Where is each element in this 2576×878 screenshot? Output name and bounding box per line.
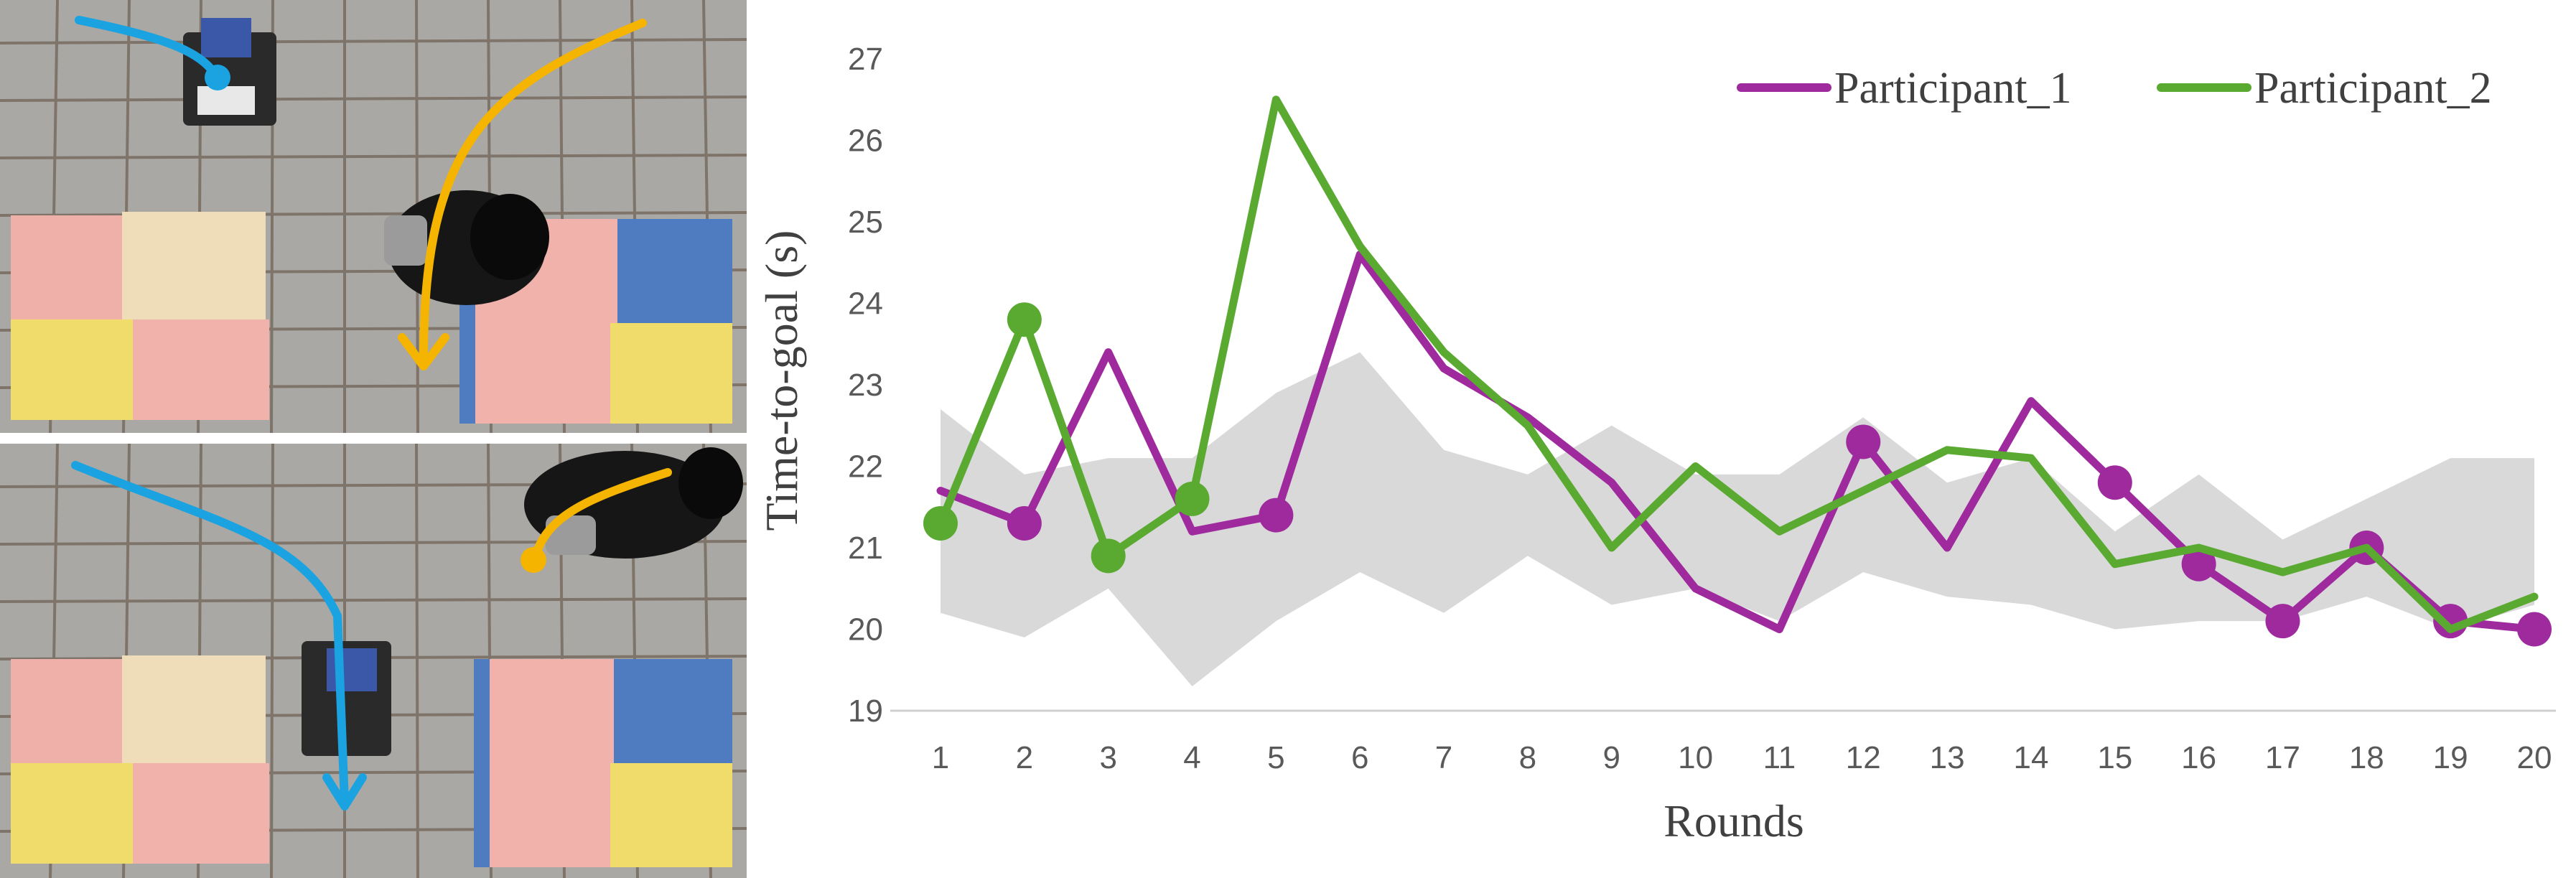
x-tick-label: 9 [1602,740,1620,775]
data-point [1007,505,1042,541]
left-foam-blocks [11,212,269,420]
tile-side [459,302,475,424]
x-tick-label: 6 [1351,740,1368,775]
x-tick-label: 4 [1183,740,1200,775]
tile-pink [470,323,614,424]
robot-path-arrow [71,461,349,807]
tile-yellow [11,319,140,420]
tile-blue [614,659,732,767]
x-tick-labels: 1 2 3 4 5 6 7 8 9 10 11 12 13 14 15 16 17 18 19 20 [932,740,2552,775]
x-tick-label: 16 [2181,740,2216,775]
tile-yellow [610,763,732,867]
tile-pink [11,215,126,323]
experiment-photos [0,0,747,878]
legend: Participant_1 Participant_2 [1737,64,2492,113]
data-point [1175,481,1210,516]
tile-pink [488,763,614,867]
band-area [941,352,2534,686]
x-tick-label: 19 [2433,740,2468,775]
y-tick-label: 23 [848,368,883,403]
x-tick-label: 3 [1099,740,1116,775]
x-tick-label: 7 [1435,740,1452,775]
tile-beige [122,655,266,767]
legend-label: Participant_2 [2254,64,2492,113]
data-point [2097,465,2132,500]
y-tick-label: 22 [848,449,883,485]
data-point [1259,498,1294,533]
x-tick-label: 14 [2013,740,2048,775]
tile-pink [11,659,126,767]
data-point [923,505,958,541]
x-tick-label: 12 [1846,740,1881,775]
data-point [2265,604,2300,639]
photo-top-panel [0,0,747,434]
x-tick-label: 17 [2265,740,2300,775]
data-point [1846,424,1881,459]
series [923,95,2552,647]
series-2 [923,95,2539,633]
y-tick-labels: 19 20 21 22 23 24 25 26 27 [848,42,883,729]
x-tick-label: 10 [1678,740,1713,775]
legend-item: Participant_2 [2157,64,2492,113]
y-axis-label: Time-to-goal (s) [756,230,807,531]
y-tick-label: 21 [848,531,883,566]
x-tick-label: 1 [932,740,949,775]
tile-pink [488,659,617,767]
data-point [2517,612,2552,647]
x-tick-label: 18 [2349,740,2384,775]
right-foam-blocks [474,659,732,867]
series-1 [936,250,2552,647]
x-tick-label: 20 [2517,740,2552,775]
x-axis-label: Rounds [1663,795,1804,846]
x-tick-label: 8 [1519,740,1536,775]
data-point [1007,302,1042,337]
legend-label: Participant_1 [1834,64,2072,113]
robot-start-dot [205,65,230,90]
robot [183,18,276,126]
tile-blue [617,219,732,327]
robot-arrow-head [322,773,367,811]
y-tick-label: 20 [848,612,883,648]
left-foam-blocks [11,655,269,864]
human-path-arrow [419,19,647,363]
variance-band [941,352,2534,686]
x-tick-label: 2 [1016,740,1033,775]
x-tick-label: 15 [2097,740,2132,775]
x-tick-label: 13 [1930,740,1965,775]
data-point [2181,546,2216,582]
tile-yellow [610,323,732,424]
human-path-arrow [531,468,672,563]
y-tick-label: 26 [848,123,883,159]
y-tick-label: 27 [848,42,883,77]
photo-bottom-panel [0,443,747,878]
robot-path-arrow [75,16,220,80]
tile-pink [133,763,269,864]
tile-beige [122,212,266,323]
human-start-dot [521,547,546,573]
x-tick-label: 11 [1763,740,1796,775]
tile-yellow [11,763,140,864]
human-arrow-head [398,333,449,370]
y-tick-label: 19 [848,693,883,729]
tile-pink [133,319,269,420]
legend-item: Participant_1 [1737,64,2072,113]
y-tick-label: 25 [848,205,883,240]
y-tick-label: 24 [848,286,883,322]
data-point [1091,538,1126,574]
x-tick-label: 5 [1267,740,1284,775]
series-line [936,95,2539,633]
tile-side [474,659,490,867]
person [524,447,743,559]
